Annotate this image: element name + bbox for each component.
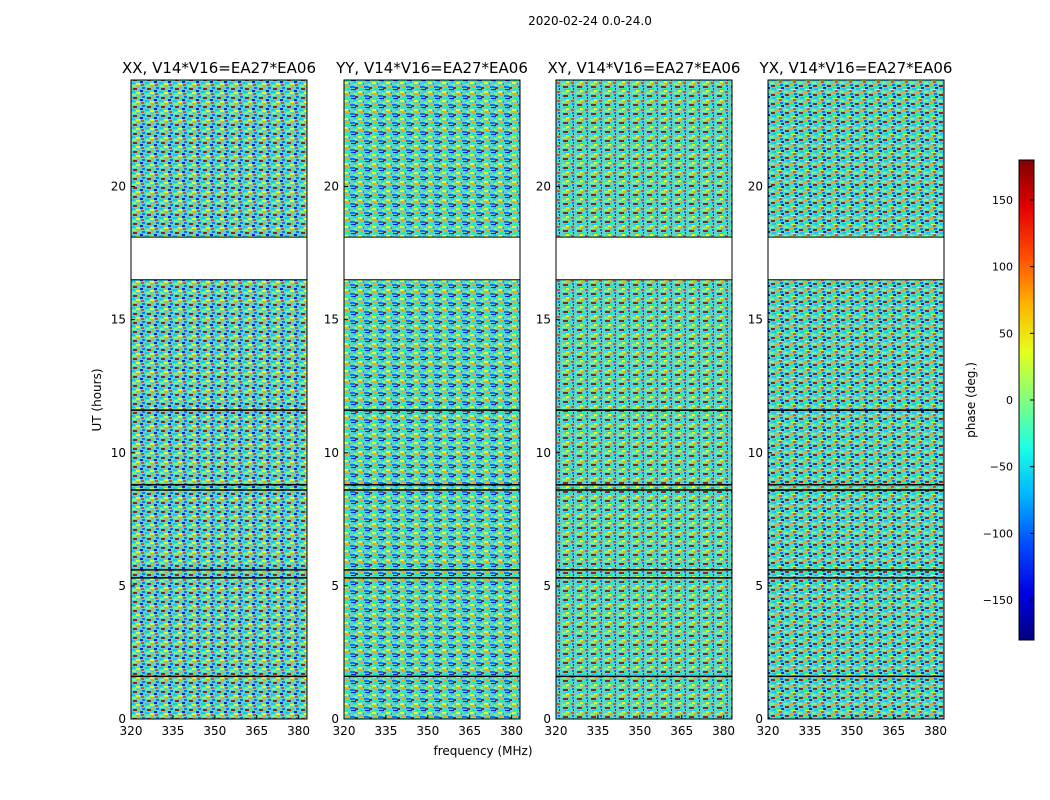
x-tick-label: 350 [416,724,439,738]
x-tick-label: 320 [120,724,143,738]
flagged-band [344,237,520,280]
colorbar-tick-label: 0 [1006,394,1013,407]
y-tick-label: 0 [543,712,551,726]
figure-suptitle: 2020-02-24 0.0-24.0 [528,14,652,28]
x-tick-label: 335 [586,724,609,738]
colorbar-tick-label: 50 [999,327,1013,340]
flagged-band [556,237,732,280]
y-tick-label: 20 [324,180,339,194]
y-tick-label: 15 [748,313,763,327]
x-tick-label: 335 [161,724,184,738]
colorbar-tick-label: 150 [992,194,1013,207]
panel-xy: XY, V14*V16=EA27*EA06 320 335 350 365 380 0 5 10… [536,59,741,738]
y-tick-label: 20 [111,180,126,194]
panel-title: XX, V14*V16=EA27*EA06 [122,59,316,77]
x-tick-label: 335 [374,724,397,738]
panel-xx: XX, V14*V16=EA27*EA06 320 335 350 365 380 0 5 10… [111,59,316,738]
x-axis-label: frequency (MHz) [433,744,532,758]
x-tick-label: 365 [245,724,268,738]
x-tick-label: 380 [924,724,947,738]
y-tick-label: 15 [324,313,339,327]
y-tick-label: 5 [755,579,763,593]
y-tick-label: 0 [118,712,126,726]
colorbar-tick-label: −100 [983,527,1013,540]
x-tick-label: 365 [882,724,905,738]
waterfall-texture [556,80,732,719]
colorbar-tick-label: −150 [983,594,1013,607]
x-tick-label: 350 [628,724,651,738]
x-tick-label: 380 [287,724,310,738]
y-tick-label: 10 [324,446,339,460]
y-tick-label: 10 [536,446,551,460]
panel-title: YY, V14*V16=EA27*EA06 [335,59,528,77]
waterfall-texture [344,80,520,719]
x-tick-label: 365 [458,724,481,738]
x-tick-label: 320 [545,724,568,738]
y-tick-label: 10 [111,446,126,460]
x-tick-label: 350 [840,724,863,738]
waterfall-texture [131,80,307,719]
x-tick-label: 335 [798,724,821,738]
x-tick-label: 320 [757,724,780,738]
y-tick-label: 20 [748,180,763,194]
y-tick-label: 0 [755,712,763,726]
x-tick-label: 320 [333,724,356,738]
y-tick-label: 20 [536,180,551,194]
colorbar-tick-label: 100 [992,261,1013,274]
axes-frame [767,79,945,720]
x-tick-label: 365 [670,724,693,738]
colorbar-label: phase (deg.) [964,362,978,438]
flagged-band [768,237,944,280]
waterfall-texture [768,80,944,719]
x-tick-label: 380 [500,724,523,738]
panel-yx: YX, V14*V16=EA27*EA06 320 335 350 365 380 0 5 10… [748,59,953,738]
axes-frame [130,79,308,720]
y-tick-label: 5 [118,579,126,593]
y-tick-label: 5 [331,579,339,593]
y-tick-label: 10 [748,446,763,460]
axes-frame [555,79,733,720]
y-tick-label: 0 [331,712,339,726]
y-tick-label: 15 [111,313,126,327]
panel-yy: YY, V14*V16=EA27*EA06 320 335 350 365 380 0 5 10… [324,59,528,738]
axes-frame [343,79,521,720]
panel-title: XY, V14*V16=EA27*EA06 [548,59,741,77]
panel-title: YX, V14*V16=EA27*EA06 [759,59,953,77]
x-tick-label: 380 [712,724,735,738]
y-axis-label: UT (hours) [90,368,104,431]
colorbar-tick-label: −50 [990,461,1013,474]
y-tick-label: 15 [536,313,551,327]
x-tick-label: 350 [203,724,226,738]
flagged-band [131,237,307,280]
y-tick-label: 5 [543,579,551,593]
